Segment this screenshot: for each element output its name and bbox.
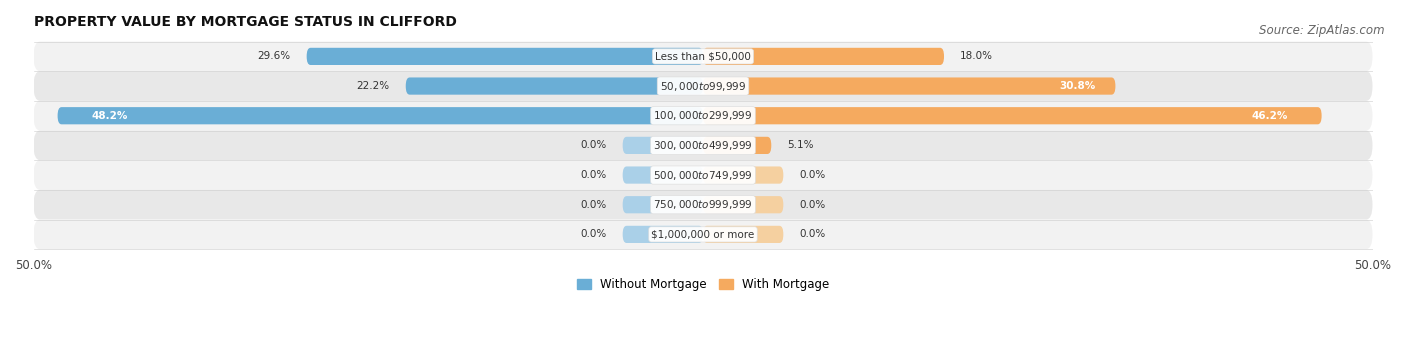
Text: 5.1%: 5.1% xyxy=(787,140,814,150)
Text: $50,000 to $99,999: $50,000 to $99,999 xyxy=(659,79,747,92)
FancyBboxPatch shape xyxy=(34,101,1372,131)
Text: 48.2%: 48.2% xyxy=(91,111,128,121)
FancyBboxPatch shape xyxy=(623,137,703,154)
FancyBboxPatch shape xyxy=(34,131,1372,160)
FancyBboxPatch shape xyxy=(34,220,1372,249)
FancyBboxPatch shape xyxy=(58,107,703,124)
FancyBboxPatch shape xyxy=(703,196,783,213)
Text: 0.0%: 0.0% xyxy=(581,229,606,239)
Text: Less than $50,000: Less than $50,000 xyxy=(655,51,751,61)
FancyBboxPatch shape xyxy=(34,71,1372,101)
FancyBboxPatch shape xyxy=(307,48,703,65)
FancyBboxPatch shape xyxy=(34,190,1372,220)
FancyBboxPatch shape xyxy=(703,107,1322,124)
FancyBboxPatch shape xyxy=(703,77,1115,95)
FancyBboxPatch shape xyxy=(623,226,703,243)
Text: Source: ZipAtlas.com: Source: ZipAtlas.com xyxy=(1260,24,1385,37)
FancyBboxPatch shape xyxy=(703,166,783,184)
Text: PROPERTY VALUE BY MORTGAGE STATUS IN CLIFFORD: PROPERTY VALUE BY MORTGAGE STATUS IN CLI… xyxy=(34,15,457,29)
Text: 0.0%: 0.0% xyxy=(581,200,606,210)
FancyBboxPatch shape xyxy=(703,137,772,154)
Text: $100,000 to $299,999: $100,000 to $299,999 xyxy=(654,109,752,122)
FancyBboxPatch shape xyxy=(623,196,703,213)
Text: 18.0%: 18.0% xyxy=(960,51,993,61)
FancyBboxPatch shape xyxy=(703,48,943,65)
Text: 0.0%: 0.0% xyxy=(581,170,606,180)
FancyBboxPatch shape xyxy=(34,42,1372,71)
FancyBboxPatch shape xyxy=(406,77,703,95)
FancyBboxPatch shape xyxy=(623,166,703,184)
Text: $300,000 to $499,999: $300,000 to $499,999 xyxy=(654,139,752,152)
Text: 29.6%: 29.6% xyxy=(257,51,291,61)
Text: $500,000 to $749,999: $500,000 to $749,999 xyxy=(654,168,752,181)
Text: 0.0%: 0.0% xyxy=(800,170,825,180)
Text: $1,000,000 or more: $1,000,000 or more xyxy=(651,229,755,239)
Text: 0.0%: 0.0% xyxy=(800,200,825,210)
Text: 22.2%: 22.2% xyxy=(357,81,389,91)
Text: 46.2%: 46.2% xyxy=(1251,111,1288,121)
FancyBboxPatch shape xyxy=(34,160,1372,190)
Legend: Without Mortgage, With Mortgage: Without Mortgage, With Mortgage xyxy=(572,273,834,295)
Text: $750,000 to $999,999: $750,000 to $999,999 xyxy=(654,198,752,211)
Text: 0.0%: 0.0% xyxy=(581,140,606,150)
Text: 30.8%: 30.8% xyxy=(1059,81,1095,91)
FancyBboxPatch shape xyxy=(703,226,783,243)
Text: 0.0%: 0.0% xyxy=(800,229,825,239)
